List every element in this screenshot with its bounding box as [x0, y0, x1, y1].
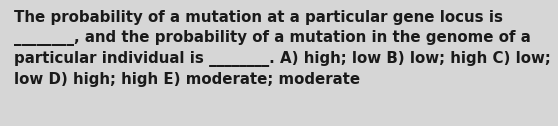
- Text: The probability of a mutation at a particular gene locus is
________, and the pr: The probability of a mutation at a parti…: [14, 10, 551, 87]
